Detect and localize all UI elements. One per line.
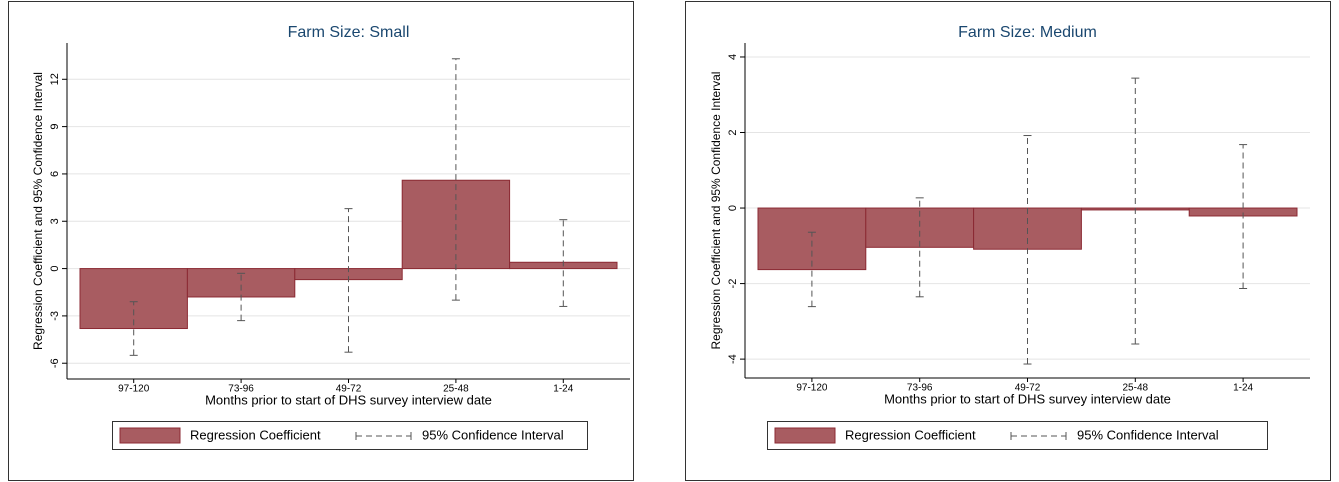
y-tick-label: -2 bbox=[727, 279, 739, 289]
error-bar bbox=[451, 58, 460, 301]
chart-title: Farm Size: Medium bbox=[958, 24, 1097, 41]
bar bbox=[757, 207, 867, 271]
y-tick-label: -3 bbox=[49, 311, 61, 321]
y-tick-label: 0 bbox=[49, 266, 61, 272]
legend-box bbox=[767, 421, 1268, 450]
y-tick-label: 2 bbox=[727, 129, 739, 135]
y-tick-label: 4 bbox=[727, 54, 739, 60]
y-axis-title: Regression Coefficient and 95% Confidenc… bbox=[31, 72, 45, 350]
legend-swatch bbox=[774, 427, 836, 444]
x-tick-label: 25-48 bbox=[1123, 383, 1149, 394]
y-tick-label: 0 bbox=[727, 205, 739, 211]
x-tick-label: 73-96 bbox=[228, 384, 254, 395]
y-tick-label: 6 bbox=[49, 171, 61, 177]
x-tick-label: 73-96 bbox=[907, 383, 933, 394]
x-tick-label: 97-120 bbox=[796, 383, 828, 394]
error-bar bbox=[559, 219, 568, 307]
legend-label: Regression Coefficient bbox=[845, 427, 976, 442]
y-tick-label: 9 bbox=[49, 124, 61, 130]
error-bar bbox=[1239, 144, 1248, 289]
legend-label: 95% Confidence Interval bbox=[1077, 427, 1219, 442]
error-bar bbox=[344, 208, 353, 353]
x-tick-label: 97-120 bbox=[118, 384, 150, 395]
legend-label: Regression Coefficient bbox=[190, 427, 321, 442]
x-tick-label: 49-72 bbox=[1015, 383, 1041, 394]
y-tick-label: -6 bbox=[49, 358, 61, 368]
x-axis-title: Months prior to start of DHS survey inte… bbox=[884, 391, 1171, 406]
chart-title: Farm Size: Small bbox=[288, 24, 410, 41]
x-tick-label: 1-24 bbox=[1233, 383, 1253, 394]
y-tick-label: -4 bbox=[727, 354, 739, 364]
bar bbox=[79, 268, 188, 330]
error-bar bbox=[129, 301, 138, 356]
x-tick-label: 49-72 bbox=[336, 384, 362, 395]
y-tick-label: 3 bbox=[49, 218, 61, 224]
x-axis-title: Months prior to start of DHS survey inte… bbox=[205, 392, 492, 407]
bar bbox=[186, 268, 296, 298]
x-tick-label: 25-48 bbox=[443, 384, 469, 395]
legend-swatch bbox=[119, 427, 181, 444]
x-tick-label: 1-24 bbox=[553, 384, 573, 395]
error-bar bbox=[1131, 77, 1140, 345]
error-bar bbox=[807, 231, 816, 308]
error-bar bbox=[915, 197, 924, 298]
y-axis-title: Regression Coefficient and 95% Confidenc… bbox=[709, 72, 723, 350]
legend-label: 95% Confidence Interval bbox=[422, 427, 564, 442]
panel-frame bbox=[8, 1, 634, 481]
y-tick-label: 12 bbox=[49, 73, 61, 85]
legend-box bbox=[112, 421, 588, 450]
error-bar bbox=[1023, 135, 1032, 365]
error-bar bbox=[237, 272, 246, 322]
